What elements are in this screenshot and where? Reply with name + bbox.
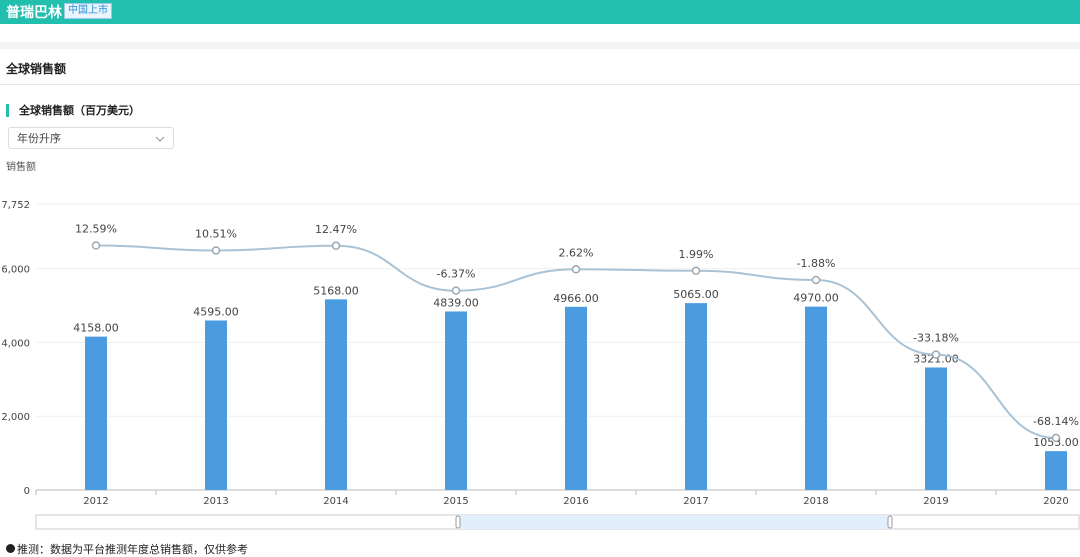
y-tick-label: 6,000: [1, 265, 30, 276]
info-icon: [6, 544, 15, 553]
bar-value-label: 5168.00: [313, 284, 359, 297]
growth-point: [1051, 433, 1061, 443]
header: 普瑞巴林 中国上市: [0, 0, 1080, 24]
bar: [805, 306, 827, 490]
growth-line: [95, 244, 1057, 439]
zoom-handle: [887, 515, 893, 529]
footer-note: 推测：数据为平台推测年度总销售额，仅供参考: [6, 541, 248, 557]
section-title: 全球销售额: [6, 62, 67, 76]
separator-band: [0, 42, 1080, 49]
sort-select[interactable]: 年份升序: [8, 127, 174, 149]
x-tick-label: 2016: [563, 496, 588, 507]
growth-label: -68.14%: [1033, 415, 1079, 428]
bar: [85, 336, 107, 490]
bar: [925, 367, 947, 490]
bar: [1045, 451, 1067, 490]
growth-label: -6.37%: [437, 268, 476, 281]
chart: 销售额 0 2,000 4,000 6,000 7,752 2012 2013 2014 201…: [1, 160, 1080, 530]
x-tick-label: 2020: [1043, 496, 1068, 507]
growth-label: 12.59%: [75, 222, 117, 235]
market-tag: 中国上市: [64, 3, 112, 19]
bar: [205, 320, 227, 490]
growth-point: [691, 266, 701, 276]
zoom-window: [458, 515, 890, 529]
bar-value-label: 4839.00: [433, 296, 479, 309]
x-tick-label: 2017: [683, 496, 708, 507]
zoom-handle: [455, 515, 461, 529]
y-tick-label: 2,000: [1, 412, 30, 423]
bar: [685, 303, 707, 490]
x-tick-label: 2015: [443, 496, 468, 507]
growth-label: -1.88%: [797, 257, 836, 270]
x-tick-label: 2014: [323, 496, 348, 507]
footer-text: 推测：数据为平台推测年度总销售额，仅供参考: [17, 543, 248, 556]
growth-point: [91, 241, 101, 250]
x-tick-label: 2012: [83, 496, 108, 507]
growth-point: [451, 286, 461, 295]
bar: [325, 299, 347, 490]
growth-label: -33.18%: [913, 332, 959, 345]
growth-point: [811, 275, 821, 285]
bar: [565, 306, 587, 490]
bar-value-label: 4595.00: [193, 305, 239, 318]
chevron: [155, 136, 165, 142]
y-tick-label: 4,000: [1, 338, 30, 349]
growth-label: 2.62%: [559, 246, 594, 259]
bar-value-label: 4966.00: [553, 292, 599, 305]
bar-value-label: 4970.00: [793, 292, 839, 305]
bar-value-label: 5065.00: [673, 288, 719, 301]
panel-subtitle: 全球销售额（百万美元）: [6, 104, 140, 117]
sort-select-text: 年份升序: [17, 132, 61, 145]
bar-value-label: 4158.00: [73, 322, 119, 335]
product-title: 普瑞巴林: [6, 5, 62, 21]
y-axis-label: 销售额: [6, 160, 36, 173]
y-tick-label: 7,752: [1, 200, 30, 211]
growth-point: [571, 265, 581, 274]
growth-point: [211, 246, 221, 255]
growth-label: 1.99%: [679, 248, 714, 261]
bar-value-label: 1053.00: [1033, 436, 1079, 449]
growth-point: [331, 241, 341, 251]
growth-label: 10.51%: [195, 227, 237, 240]
y-tick-label: 0: [24, 486, 30, 497]
x-tick-label: 2019: [923, 496, 948, 507]
growth-point: [931, 350, 941, 359]
x-tick-label: 2018: [803, 496, 828, 507]
growth-label: 12.47%: [315, 223, 357, 236]
divider: [0, 84, 1080, 85]
bar: [445, 311, 467, 490]
x-tick-label: 2013: [203, 496, 228, 507]
